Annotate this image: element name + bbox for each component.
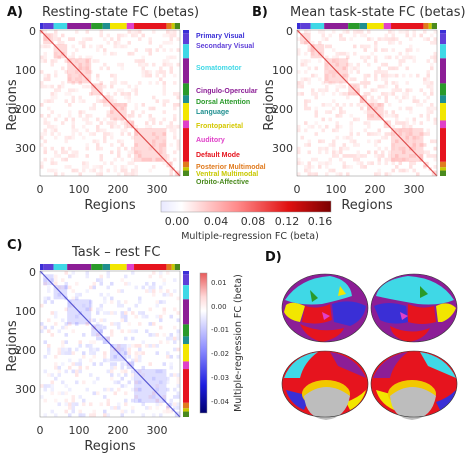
panel-b-letter: B) [252,5,268,20]
colorbar-c-gradient [199,272,208,414]
b-ylabel: Regions [262,79,277,131]
resting-state-fc-matrix [39,23,189,177]
c-ytick-0: 0 [29,266,36,279]
panel-c-title: Task – rest FC [71,245,160,260]
colorbar-c: 0.01 0.00 -0.01 -0.02 -0.03 -0.04 Multip… [199,272,244,414]
b-xtick-0: 0 [294,183,301,196]
network-label-orbito-affective: Orbito-Affective [196,179,249,186]
network-label-default-mode: Default Mode [196,152,240,159]
brain-surface-maps [281,273,458,420]
network-label-somatomotor: Somatomotor [196,65,242,72]
a-ylabel: Regions [5,79,20,131]
colorbar-ab: 0.00 0.04 0.08 0.12 0.16 Multiple-regres… [160,200,333,242]
a-xtick-0: 0 [37,183,44,196]
network-label-cingulo-opercular: Cingulo-Opercular [196,88,258,95]
network-legend: Primary Visual Secondary Visual Somatomo… [196,33,266,186]
colorbar-ab-tick-2: 0.08 [241,215,266,228]
panel-a-axes: 0 100 200 300 0 100 200 300 Regions Regi… [5,25,168,213]
a-ytick-300: 300 [15,142,36,155]
colorbar-c-tick-3: -0.02 [211,350,229,358]
colorbar-ab-tick-3: 0.12 [275,215,300,228]
brain-medial-right [370,350,458,420]
network-label-dorsal-attention: Dorsal Attention [196,99,250,106]
c-ytick-100: 100 [15,305,36,318]
b-ytick-300: 300 [272,142,293,155]
a-xtick-100: 100 [69,183,90,196]
colorbar-ab-label: Multiple-regression FC (beta) [181,231,319,242]
colorbar-ab-tick-1: 0.04 [204,215,229,228]
a-xtick-200: 200 [108,183,129,196]
a-ytick-200: 200 [15,103,36,116]
b-xtick-100: 100 [326,183,347,196]
c-ylabel: Regions [5,320,20,372]
network-label-language: Language [196,109,229,116]
c-xtick-0: 0 [37,424,44,437]
c-ytick-200: 200 [15,344,36,357]
a-ytick-0: 0 [29,25,36,38]
a-xtick-300: 300 [147,183,168,196]
network-label-frontoparietal: Frontoparietal [196,123,243,130]
network-label-secondary-visual: Secondary Visual [196,43,254,50]
colorbar-c-tick-1: 0.00 [211,303,227,311]
panel-c-letter: C) [7,238,22,253]
c-xtick-200: 200 [108,424,129,437]
panel-b-axes: 0 100 200 300 0 100 200 300 Regions Regi… [262,25,425,213]
colorbar-c-label: Multiple-regression FC (beta) [233,274,244,412]
colorbar-ab-gradient [160,200,332,213]
panel-c-axes: 0 100 200 300 0 100 200 300 Regions Regi… [5,266,168,454]
network-label-primary-visual: Primary Visual [196,33,245,40]
brain-lateral-left [281,273,369,343]
c-xtick-300: 300 [147,424,168,437]
colorbar-c-tick-4: -0.03 [211,374,229,382]
colorbar-ab-tick-0: 0.00 [165,215,190,228]
panel-a-title: Resting-state FC (betas) [42,5,199,20]
panel-d-letter: D) [265,250,282,265]
task-minus-rest-fc-matrix [39,264,189,418]
c-xtick-100: 100 [69,424,90,437]
b-xlabel: Regions [341,198,393,213]
b-xtick-300: 300 [404,183,425,196]
panel-b-title: Mean task-state FC (betas) [290,5,466,20]
colorbar-ab-tick-4: 0.16 [308,215,333,228]
network-label-auditory: Auditory [196,137,225,144]
a-xlabel: Regions [84,198,136,213]
network-label-posterior-multimodal: Posterior Multimodal [196,164,266,171]
a-ytick-100: 100 [15,64,36,77]
b-xtick-200: 200 [365,183,386,196]
c-ytick-300: 300 [15,383,36,396]
brain-medial-left [281,350,369,420]
brain-lateral-right [370,273,458,343]
colorbar-c-tick-2: -0.01 [211,326,229,334]
b-ytick-200: 200 [272,103,293,116]
b-ytick-0: 0 [286,25,293,38]
c-xlabel: Regions [84,439,136,454]
network-label-ventral-multimodal: Ventral Multimodal [196,171,258,178]
task-state-fc-matrix [296,23,446,177]
panel-a-letter: A) [7,5,23,20]
colorbar-c-tick-0: 0.01 [211,279,227,287]
colorbar-c-tick-5: -0.04 [211,398,230,406]
b-ytick-100: 100 [272,64,293,77]
